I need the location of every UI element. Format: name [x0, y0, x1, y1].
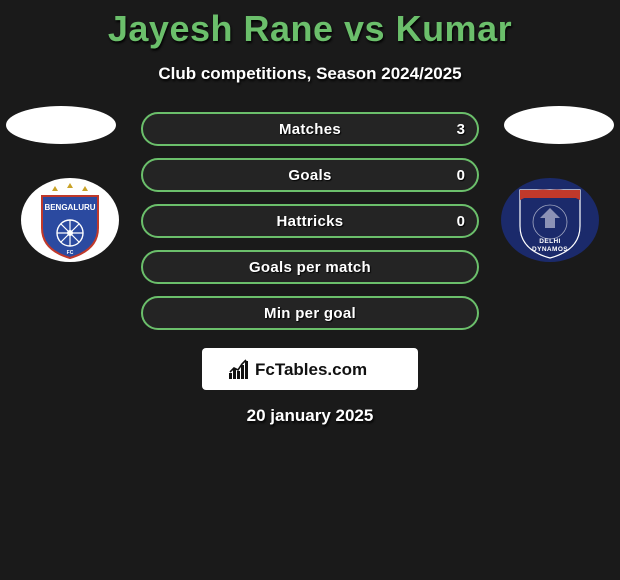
stat-label: Matches: [143, 114, 477, 144]
club-badge-right: DELHI DYNAMOS: [500, 178, 600, 262]
comparison-panel: BENGALURU FC DELHI DYNAMOS Matches: [0, 112, 620, 426]
stat-right-value: 0: [457, 206, 465, 236]
player-left-avatar-oval: [6, 106, 116, 144]
brand-text: FcTables.com: [255, 360, 367, 379]
svg-text:BENGALURU: BENGALURU: [44, 203, 95, 212]
stat-right-value: 0: [457, 160, 465, 190]
stat-row-min-per-goal: Min per goal: [141, 296, 479, 330]
svg-text:DELHI: DELHI: [539, 238, 561, 245]
stat-label: Goals: [143, 160, 477, 190]
stat-row-hattricks: Hattricks 0: [141, 204, 479, 238]
page-subtitle: Club competitions, Season 2024/2025: [0, 64, 620, 84]
stat-label: Goals per match: [143, 252, 477, 282]
date-line: 20 january 2025: [0, 406, 620, 426]
stat-right-value: 3: [457, 114, 465, 144]
stat-row-goals-per-match: Goals per match: [141, 250, 479, 284]
stat-rows: Matches 3 Goals 0 Hattricks 0 Goals per …: [141, 112, 479, 330]
svg-text:DYNAMOS: DYNAMOS: [532, 246, 568, 253]
stat-label: Min per goal: [143, 298, 477, 328]
stat-row-matches: Matches 3: [141, 112, 479, 146]
svg-text:FC: FC: [67, 250, 74, 256]
page-title: Jayesh Rane vs Kumar: [0, 0, 620, 50]
club-badge-left: BENGALURU FC: [20, 178, 120, 262]
fctables-logo-icon: FcTables.com: [225, 355, 395, 383]
player-right-avatar-oval: [504, 106, 614, 144]
brand-box: FcTables.com: [202, 348, 418, 390]
stat-label: Hattricks: [143, 206, 477, 236]
stat-row-goals: Goals 0: [141, 158, 479, 192]
